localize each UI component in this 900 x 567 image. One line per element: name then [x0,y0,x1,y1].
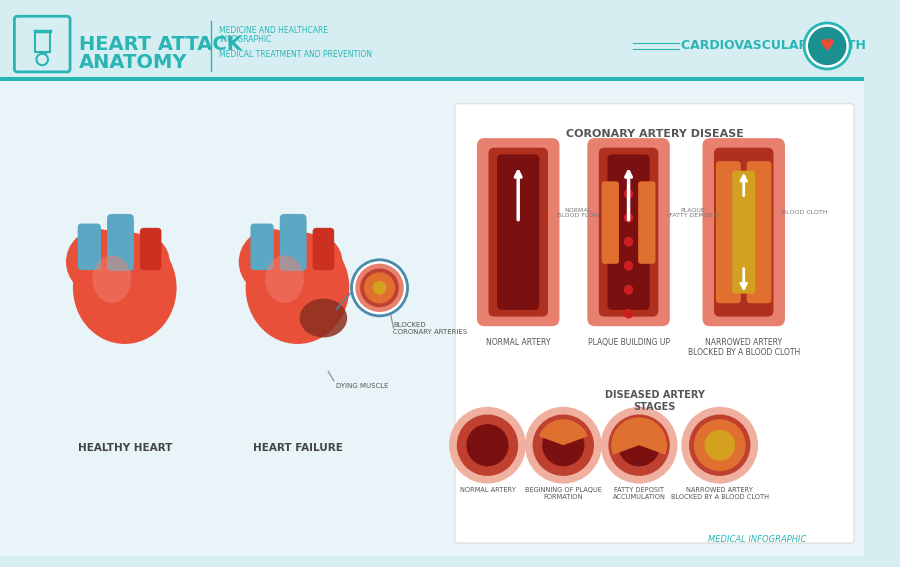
Circle shape [624,261,634,270]
Text: ANATOMY: ANATOMY [78,53,187,71]
FancyBboxPatch shape [477,138,560,326]
Text: HEALTHY HEART: HEALTHY HEART [77,443,172,453]
FancyBboxPatch shape [638,181,655,264]
Text: HEART ATTACK: HEART ATTACK [78,35,241,54]
FancyBboxPatch shape [0,81,864,556]
Text: HEART FAILURE: HEART FAILURE [253,443,342,453]
FancyBboxPatch shape [747,161,771,303]
Text: NORMAL ARTERY: NORMAL ARTERY [486,338,551,346]
Circle shape [533,414,594,476]
FancyBboxPatch shape [716,161,741,303]
Wedge shape [611,417,667,455]
Circle shape [608,414,670,476]
FancyBboxPatch shape [714,148,773,316]
Circle shape [364,272,395,303]
Circle shape [681,407,758,484]
Circle shape [114,234,170,290]
Circle shape [624,237,634,247]
Text: DISEASED ARTERY
STAGES: DISEASED ARTERY STAGES [605,391,705,412]
Circle shape [466,424,508,466]
Text: BLOOD CLOTH: BLOOD CLOTH [782,210,828,215]
Circle shape [238,229,304,295]
Circle shape [449,407,526,484]
Text: NORMAL ARTERY: NORMAL ARTERY [460,488,516,493]
FancyBboxPatch shape [250,223,274,270]
Ellipse shape [300,299,347,337]
Circle shape [356,264,404,312]
Circle shape [805,23,850,69]
Circle shape [689,414,751,476]
Text: CARDIOVASCULAR HEALTH: CARDIOVASCULAR HEALTH [681,40,866,53]
Circle shape [624,189,634,198]
Text: PLAQUE BUILDING UP: PLAQUE BUILDING UP [588,338,670,346]
Circle shape [352,260,408,316]
Circle shape [705,430,735,460]
Wedge shape [539,419,588,445]
Text: INFOGRAPHIC: INFOGRAPHIC [219,35,271,44]
FancyBboxPatch shape [454,104,854,543]
FancyBboxPatch shape [588,138,670,326]
FancyBboxPatch shape [497,154,539,310]
Circle shape [66,229,131,295]
Circle shape [542,424,584,466]
FancyBboxPatch shape [733,171,755,294]
FancyBboxPatch shape [140,228,161,270]
Text: NARROWED ARTERY
BLOCKED BY A BLOOD CLOTH: NARROWED ARTERY BLOCKED BY A BLOOD CLOTH [688,338,800,357]
Circle shape [360,268,399,307]
FancyBboxPatch shape [608,154,650,310]
Text: BEGINNING OF PLAQUE
FORMATION: BEGINNING OF PLAQUE FORMATION [525,488,602,501]
Text: DYING MUSCLE: DYING MUSCLE [336,383,389,389]
Circle shape [600,407,678,484]
FancyBboxPatch shape [598,148,658,316]
Text: MEDICINE AND HEALTHCARE: MEDICINE AND HEALTHCARE [219,26,328,35]
Text: FATTY DEPOSIT
ACCUMULATION: FATTY DEPOSIT ACCUMULATION [613,488,666,501]
Ellipse shape [93,255,131,303]
Text: NORMAL
BLOOD FLOW: NORMAL BLOOD FLOW [556,208,599,218]
Circle shape [287,234,342,290]
FancyBboxPatch shape [0,11,864,81]
Circle shape [618,424,661,466]
Circle shape [808,27,846,65]
Circle shape [624,285,634,294]
Text: MEDICAL INFOGRAPHIC: MEDICAL INFOGRAPHIC [707,535,806,544]
Circle shape [624,213,634,223]
Circle shape [373,281,386,295]
Text: ♥: ♥ [820,37,834,55]
FancyBboxPatch shape [280,214,307,271]
Ellipse shape [266,255,304,303]
Text: NARROWED ARTERY
BLOCKED BY A BLOOD CLOTH: NARROWED ARTERY BLOCKED BY A BLOOD CLOTH [670,488,769,501]
Circle shape [698,424,741,466]
FancyBboxPatch shape [0,77,864,81]
Text: BLOCKED
CORONARY ARTERIES: BLOCKED CORONARY ARTERIES [393,321,468,335]
Text: MEDICAL TREATMENT AND PREVENTION: MEDICAL TREATMENT AND PREVENTION [219,50,372,59]
Text: PLAQUE
(FATTY DEPOSIT): PLAQUE (FATTY DEPOSIT) [667,208,719,218]
Text: CORONARY ARTERY DISEASE: CORONARY ARTERY DISEASE [565,129,743,138]
FancyBboxPatch shape [77,223,101,270]
FancyBboxPatch shape [107,214,134,271]
Ellipse shape [73,232,176,344]
FancyBboxPatch shape [602,181,619,264]
Circle shape [457,414,518,476]
Circle shape [624,309,634,319]
Circle shape [525,407,602,484]
FancyBboxPatch shape [489,148,548,316]
FancyBboxPatch shape [312,228,334,270]
FancyBboxPatch shape [703,138,785,326]
Circle shape [694,419,745,471]
Ellipse shape [246,232,349,344]
